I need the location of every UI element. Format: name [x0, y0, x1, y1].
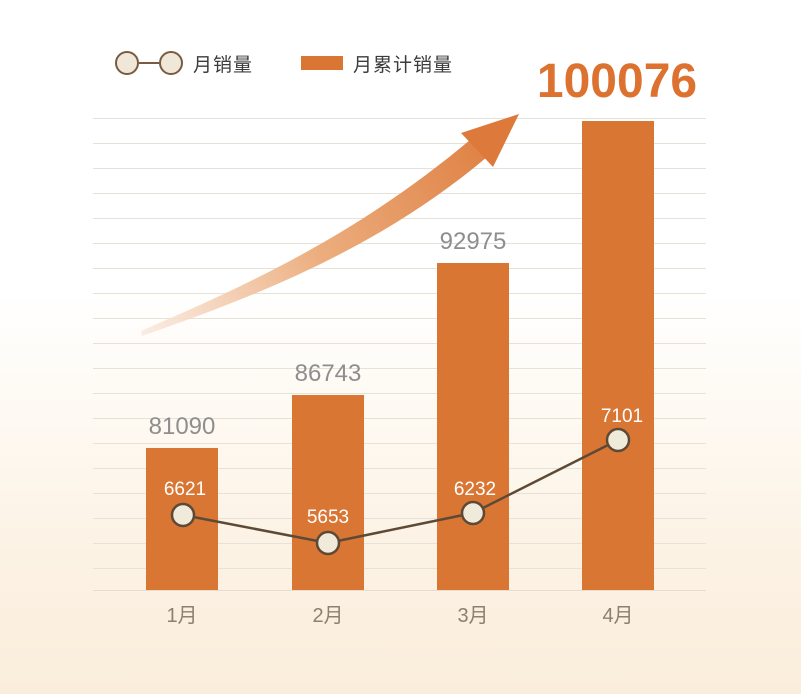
data-point-feb [315, 530, 341, 556]
line-value-label: 6621 [163, 479, 207, 500]
gridline [93, 293, 706, 294]
gridline [93, 568, 706, 569]
x-axis-label: 4月 [602, 605, 634, 627]
data-point-mar [460, 500, 486, 526]
legend-item-monthly-sales[interactable]: 月销量 [115, 50, 253, 77]
gridline [93, 518, 706, 519]
gridline [93, 193, 706, 194]
x-axis-label: 3月 [457, 605, 489, 627]
gridline [93, 343, 706, 344]
line-value-label: 6232 [453, 479, 497, 500]
bar-apr [582, 121, 654, 590]
x-axis-label: 2月 [312, 605, 344, 627]
legend-connector-line [139, 62, 159, 64]
monthly-sales-line [170, 427, 631, 556]
line-value-label: 5653 [306, 507, 350, 528]
legend-label: 月累计销量 [353, 54, 454, 76]
gridline [93, 318, 706, 319]
legend-item-cumulative-sales[interactable]: 月累计销量 [301, 50, 453, 77]
bar-value-label: 86743 [294, 360, 362, 387]
gridline [93, 493, 706, 494]
legend-label: 月销量 [193, 54, 254, 76]
legend-bar-swatch-icon [301, 56, 344, 70]
bar-value-label: 92975 [439, 228, 507, 255]
gridline [93, 443, 706, 444]
chart-legend: 月销量 月累计销量 [115, 50, 453, 76]
data-point-jan [170, 502, 196, 528]
gridline [93, 393, 706, 394]
x-axis-line [93, 590, 706, 591]
gridline [93, 143, 706, 144]
line-value-label: 7101 [600, 406, 644, 427]
bar-mar [437, 263, 509, 590]
gridline [93, 543, 706, 544]
highlight-value: 100076 [536, 55, 698, 108]
legend-dot-icon [115, 51, 139, 75]
gridline [93, 368, 706, 369]
legend-dot-icon [159, 51, 183, 75]
bar-feb [292, 395, 364, 590]
gridline [93, 468, 706, 469]
gridline [93, 168, 706, 169]
data-point-apr [605, 427, 631, 453]
gridline [93, 118, 706, 119]
bar-value-label: 81090 [148, 413, 216, 440]
gridline [93, 268, 706, 269]
trend-arrow-icon [141, 114, 519, 336]
gridline [93, 243, 706, 244]
gridline [93, 418, 706, 419]
x-axis-label: 1月 [166, 605, 198, 627]
